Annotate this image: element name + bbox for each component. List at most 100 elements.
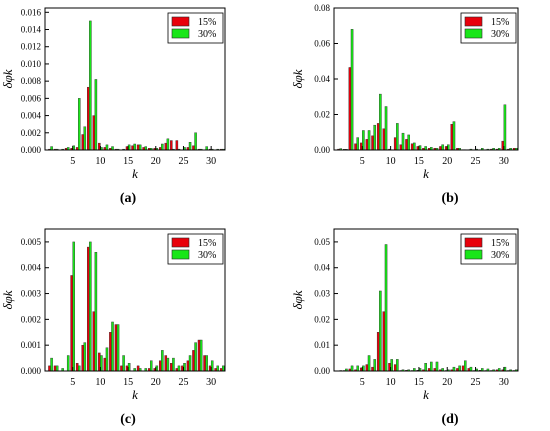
chart-panel-3: 5 10 15 20 25 30 0.000 0.001 0.002 0.003 0.004 0.00… [0, 228, 226, 427]
bar-30-k8 [379, 290, 382, 372]
x-tick-label: 10 [386, 377, 396, 388]
plot-frame [44, 7, 226, 151]
bar-30-k11 [105, 347, 109, 372]
legend-label-30: 30% [491, 250, 509, 261]
y-tick-label: 0.03 [314, 289, 330, 299]
bar-15-k13 [114, 324, 118, 372]
bar-30-k17 [430, 361, 433, 372]
bar-30-k23 [464, 360, 467, 372]
bar-15-k6 [365, 364, 369, 372]
legend-swatch-15 [464, 237, 483, 248]
bar-15-k5 [70, 275, 73, 372]
bar-30-k3 [350, 29, 354, 151]
x-tick-label: 10 [95, 377, 105, 388]
x-tick-label: 30 [499, 377, 509, 388]
bar-30-k9 [384, 244, 388, 372]
bar-30-k12 [111, 146, 114, 151]
bar-15-k23 [170, 140, 173, 151]
bar-15-k22 [164, 355, 168, 372]
bar-15-k3 [348, 67, 352, 151]
y-tick-label: 0.012 [21, 42, 41, 52]
bar-30-k21 [161, 350, 164, 372]
bar-30-k3 [350, 365, 354, 372]
y-tick-label: 0.04 [314, 263, 330, 273]
y-tick-label: 0.001 [21, 340, 41, 350]
bar-15-k21 [158, 360, 162, 372]
bar-30-k9 [384, 106, 388, 151]
y-tick-label: 0.003 [21, 289, 42, 299]
bar-30-k8 [379, 93, 382, 151]
bar-15-k8 [86, 246, 90, 372]
bar-15-k7 [371, 135, 374, 151]
legend-swatch-15 [464, 16, 483, 27]
bar-15-k16 [131, 145, 134, 151]
bar-15-k14 [120, 365, 123, 372]
x-tick-label: 10 [386, 156, 396, 167]
bar-30-k27 [194, 342, 197, 372]
bar-30-k9 [94, 79, 98, 151]
bar-30-k1 [50, 146, 53, 151]
bar-30-k9 [94, 252, 98, 372]
bar-15-k8 [376, 332, 380, 372]
bar-15-k26 [186, 360, 190, 372]
bar-30-k27 [194, 132, 197, 151]
bar-30-k6 [367, 355, 371, 372]
bar-30-k24 [177, 365, 181, 372]
y-axis-label: δφk [290, 290, 305, 309]
bar-30-k11 [396, 359, 399, 372]
y-axis-label: δφk [290, 69, 305, 88]
bar-30-k17 [138, 144, 142, 151]
bar-15-k8 [86, 86, 90, 151]
bar-15-k17 [136, 144, 140, 151]
y-tick-label: 0.014 [21, 25, 42, 35]
y-tick-label: 0.000 [21, 145, 42, 155]
panel-label: (c) [120, 412, 136, 427]
chart-panel-2: 5 10 15 20 25 30 0.00 0.02 0.04 0.06 0.08 k δφk 15%30… [290, 3, 519, 206]
legend-label-15: 15% [198, 17, 216, 28]
bar-15-k6 [365, 139, 369, 151]
bar-30-k32 [222, 365, 225, 372]
bar-30-k6 [78, 365, 81, 372]
legend-swatch-30 [464, 28, 483, 39]
bar-30-k6 [78, 98, 81, 151]
bar-15-k29 [203, 355, 206, 372]
bar-15-k9 [382, 311, 386, 372]
bar-30-k26 [188, 355, 192, 372]
bar-30-k21 [452, 121, 456, 151]
y-tick-label: 0.00 [314, 366, 330, 376]
bar-15-k28 [197, 339, 201, 372]
bar-15-k12 [109, 332, 112, 372]
bar-30-k8 [89, 20, 92, 151]
x-tick-label: 15 [414, 377, 424, 388]
panel-label: (a) [120, 191, 137, 206]
bar-30-k7 [83, 342, 87, 372]
x-tick-label: 5 [70, 156, 75, 167]
y-tick-label: 0.08 [314, 3, 330, 13]
bar-15-k11 [103, 357, 107, 372]
bar-30-k22 [166, 357, 170, 372]
legend-label-15: 15% [491, 238, 509, 249]
y-tick-label: 0.004 [21, 111, 42, 121]
bar-30-k12 [111, 321, 114, 372]
bar-30-k28 [199, 339, 203, 372]
x-tick-label: 5 [360, 377, 365, 388]
bar-30-k7 [373, 359, 376, 372]
bar-15-k1 [48, 365, 51, 372]
bar-30-k29 [205, 146, 208, 151]
bar-15-k27 [192, 145, 195, 151]
x-axis-label: k [423, 166, 429, 181]
bar-30-k16 [424, 363, 427, 372]
bar-30-k7 [373, 124, 376, 151]
legend-swatch-30 [171, 249, 190, 260]
bar-15-k19 [439, 146, 442, 151]
y-tick-label: 0.00 [314, 145, 330, 155]
bar-15-k7 [371, 366, 374, 372]
legend-swatch-15 [171, 237, 190, 248]
bar-30-k18 [435, 361, 439, 372]
bar-30-k22 [458, 365, 461, 372]
x-axis-label: k [423, 387, 429, 402]
bar-15-k11 [393, 137, 397, 151]
bar-30-k13 [116, 324, 120, 372]
bar-30-k19 [150, 360, 153, 372]
bar-30-k16 [133, 143, 136, 151]
